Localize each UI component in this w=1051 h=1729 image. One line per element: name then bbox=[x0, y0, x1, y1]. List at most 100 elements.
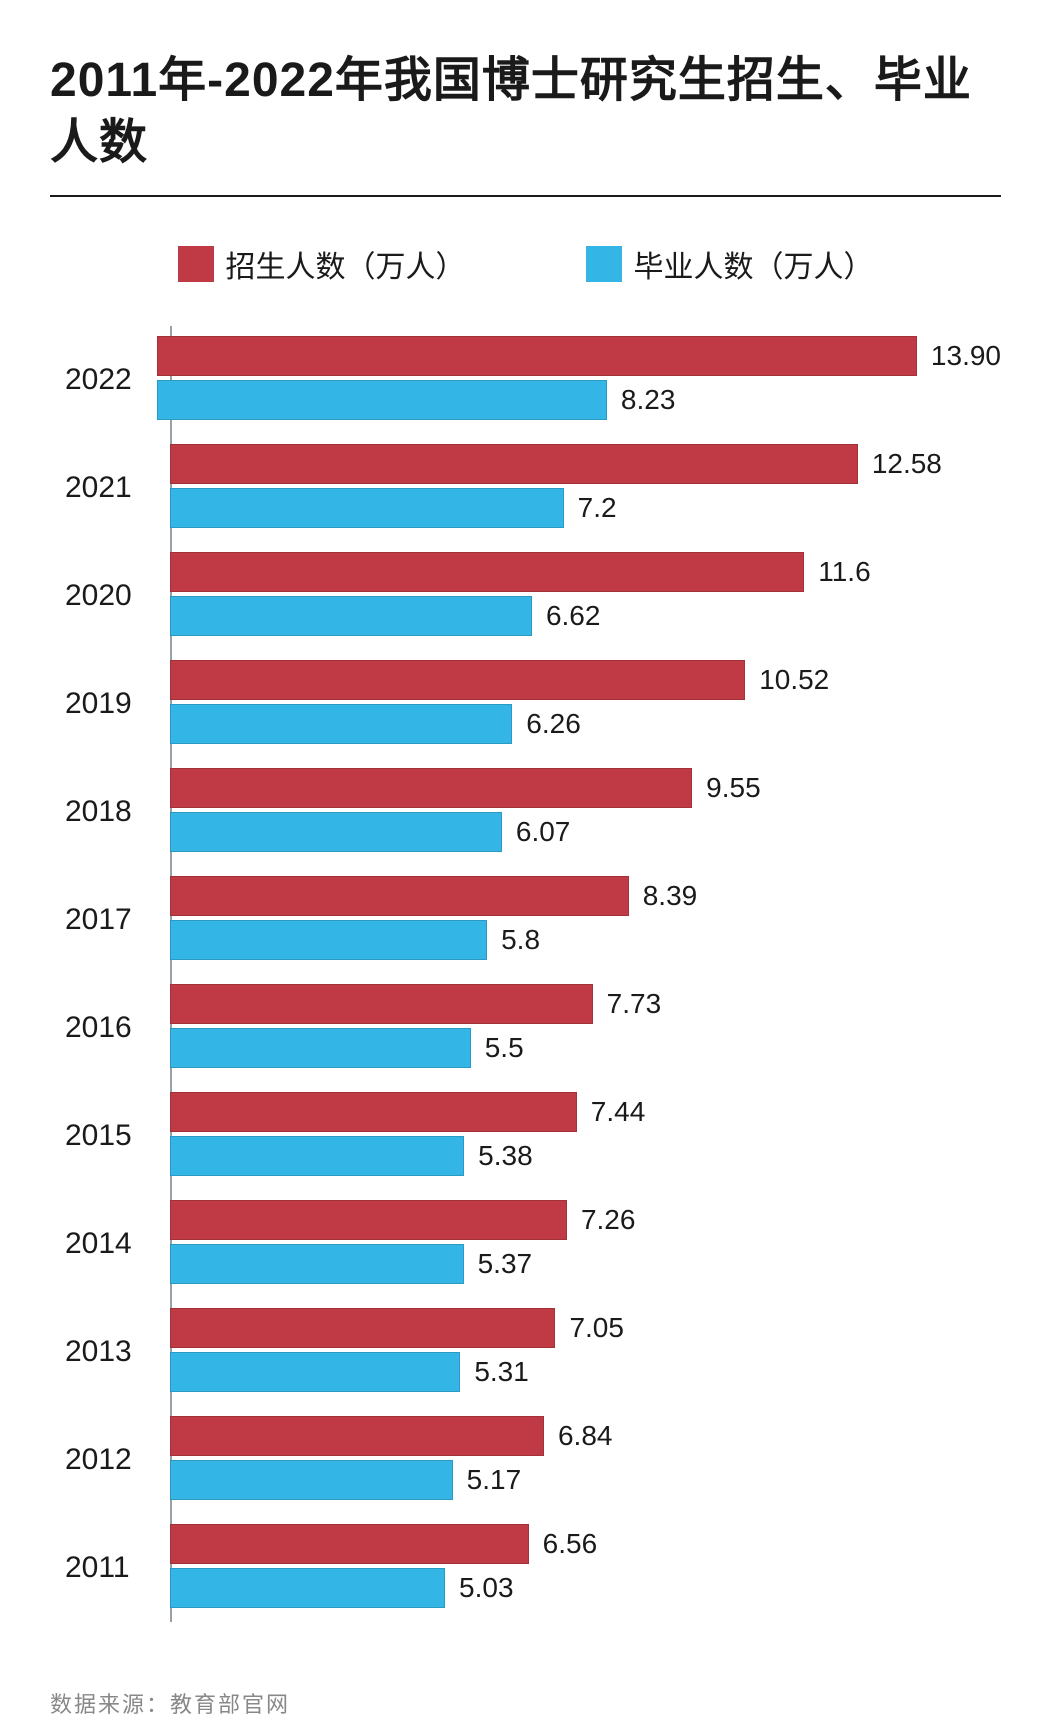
bar-wrap-enroll: 7.05 bbox=[170, 1308, 1001, 1348]
year-label: 2013 bbox=[60, 1335, 170, 1369]
chart-row: 20178.395.8 bbox=[60, 866, 1001, 974]
bar-enroll bbox=[170, 552, 804, 592]
bar-wrap-grad: 5.03 bbox=[170, 1568, 1001, 1608]
bar-value-grad: 5.03 bbox=[459, 1572, 514, 1604]
bar-pair: 6.84 5.17 bbox=[170, 1406, 1001, 1514]
bar-enroll bbox=[170, 660, 745, 700]
chart-row: 2012 6.84 5.17 bbox=[60, 1406, 1001, 1514]
bar-value-enroll: 10.52 bbox=[759, 664, 829, 696]
bar-grad bbox=[170, 596, 532, 636]
bar-pair: 10.52 6.26 bbox=[170, 650, 1001, 758]
bar-enroll bbox=[170, 876, 629, 916]
bar-value-enroll: 7.44 bbox=[591, 1096, 646, 1128]
bar-value-grad: 5.37 bbox=[478, 1248, 533, 1280]
legend-item-grad: 毕业人数（万人） bbox=[586, 242, 874, 286]
bar-grad bbox=[170, 920, 487, 960]
bar-enroll bbox=[170, 1092, 577, 1132]
bar-enroll bbox=[170, 984, 593, 1024]
bar-wrap-enroll: 13.90 bbox=[157, 336, 1001, 376]
bar-value-grad: 6.26 bbox=[526, 708, 581, 740]
chart-row: 2014 7.26 5.37 bbox=[60, 1190, 1001, 1298]
year-label: 2014 bbox=[60, 1227, 170, 1261]
bar-wrap-enroll: 7.73 bbox=[170, 984, 1001, 1024]
bar-wrap-enroll: 12.58 bbox=[170, 444, 1001, 484]
bar-pair: 7.26 5.37 bbox=[170, 1190, 1001, 1298]
data-source: 数据来源：教育部官网 bbox=[50, 1687, 1001, 1719]
bar-wrap-enroll: 7.44 bbox=[170, 1092, 1001, 1132]
bar-enroll bbox=[170, 444, 858, 484]
bar-value-grad: 5.17 bbox=[467, 1464, 522, 1496]
bar-enroll bbox=[170, 1416, 544, 1456]
bar-wrap-enroll: 8.39 bbox=[170, 876, 1001, 916]
chart-row: 20157.445.38 bbox=[60, 1082, 1001, 1190]
bar-wrap-grad: 5.38 bbox=[170, 1136, 1001, 1176]
chart-row: 2018 9.55 6.07 bbox=[60, 758, 1001, 866]
bar-wrap-enroll: 10.52 bbox=[170, 660, 1001, 700]
bar-value-enroll: 9.55 bbox=[706, 772, 761, 804]
bar-value-enroll: 12.58 bbox=[872, 448, 942, 480]
chart-row: 2016 7.73 5.5 bbox=[60, 974, 1001, 1082]
year-label: 2022 bbox=[60, 363, 157, 397]
legend-swatch-enroll bbox=[178, 246, 214, 282]
legend-label-enroll: 招生人数（万人） bbox=[226, 242, 466, 286]
bar-wrap-enroll: 6.84 bbox=[170, 1416, 1001, 1456]
bar-wrap-grad: 8.23 bbox=[157, 380, 1001, 420]
legend-item-enroll: 招生人数（万人） bbox=[178, 242, 466, 286]
bar-pair: 7.44 5.38 bbox=[170, 1082, 1001, 1190]
year-label: 2012 bbox=[60, 1443, 170, 1477]
bar-value-grad: 6.07 bbox=[516, 816, 571, 848]
bar-wrap-grad: 5.8 bbox=[170, 920, 1001, 960]
bar-value-grad: 7.2 bbox=[578, 492, 617, 524]
chart-title: 2011年-2022年我国博士研究生招生、毕业人数 bbox=[50, 50, 1001, 175]
bar-pair: 9.55 6.07 bbox=[170, 758, 1001, 866]
bar-pair: 6.56 5.03 bbox=[170, 1514, 1001, 1622]
bar-value-enroll: 7.26 bbox=[581, 1204, 636, 1236]
bar-value-enroll: 7.05 bbox=[569, 1312, 624, 1344]
legend: 招生人数（万人） 毕业人数（万人） bbox=[50, 242, 1001, 286]
bar-value-grad: 5.5 bbox=[485, 1032, 524, 1064]
bar-enroll bbox=[157, 336, 917, 376]
bar-value-grad: 5.8 bbox=[501, 924, 540, 956]
bar-wrap-enroll: 6.56 bbox=[170, 1524, 1001, 1564]
bar-pair: 11.6 6.62 bbox=[170, 542, 1001, 650]
year-label: 2019 bbox=[60, 687, 170, 721]
chart-row: 2019 10.52 6.26 bbox=[60, 650, 1001, 758]
bar-wrap-grad: 6.62 bbox=[170, 596, 1001, 636]
bar-value-grad: 5.38 bbox=[478, 1140, 533, 1172]
bar-pair: 13.90 8.23 bbox=[157, 326, 1001, 434]
bar-value-enroll: 13.90 bbox=[931, 340, 1001, 372]
bar-grad bbox=[170, 1568, 445, 1608]
bar-value-enroll: 7.73 bbox=[607, 988, 662, 1020]
bar-pair: 12.58 7.2 bbox=[170, 434, 1001, 542]
bar-wrap-grad: 6.26 bbox=[170, 704, 1001, 744]
chart-row: 2022 13.90 8.23 bbox=[60, 326, 1001, 434]
bar-wrap-grad: 5.5 bbox=[170, 1028, 1001, 1068]
bar-enroll bbox=[170, 1200, 567, 1240]
bar-grad bbox=[157, 380, 607, 420]
bar-grad bbox=[170, 1136, 464, 1176]
year-label: 2011 bbox=[60, 1551, 170, 1585]
bar-grad bbox=[170, 1244, 464, 1284]
bar-wrap-grad: 5.31 bbox=[170, 1352, 1001, 1392]
year-label: 2021 bbox=[60, 471, 170, 505]
bar-value-enroll: 6.84 bbox=[558, 1420, 613, 1452]
year-label: 2016 bbox=[60, 1011, 170, 1045]
bar-grad bbox=[170, 1028, 471, 1068]
bar-value-grad: 6.62 bbox=[546, 600, 601, 632]
chart-row: 20116.56 5.03 bbox=[60, 1514, 1001, 1622]
year-label: 2020 bbox=[60, 579, 170, 613]
bar-wrap-enroll: 9.55 bbox=[170, 768, 1001, 808]
bar-grad bbox=[170, 1352, 460, 1392]
title-divider bbox=[50, 195, 1001, 197]
bar-value-enroll: 8.39 bbox=[643, 880, 698, 912]
legend-label-grad: 毕业人数（万人） bbox=[634, 242, 874, 286]
year-label: 2018 bbox=[60, 795, 170, 829]
bar-pair: 7.05 5.31 bbox=[170, 1298, 1001, 1406]
chart-row: 202011.6 6.62 bbox=[60, 542, 1001, 650]
bar-wrap-grad: 7.2 bbox=[170, 488, 1001, 528]
bar-wrap-enroll: 11.6 bbox=[170, 552, 1001, 592]
bar-wrap-grad: 6.07 bbox=[170, 812, 1001, 852]
bar-enroll bbox=[170, 1524, 529, 1564]
bar-enroll bbox=[170, 768, 692, 808]
bar-wrap-grad: 5.37 bbox=[170, 1244, 1001, 1284]
